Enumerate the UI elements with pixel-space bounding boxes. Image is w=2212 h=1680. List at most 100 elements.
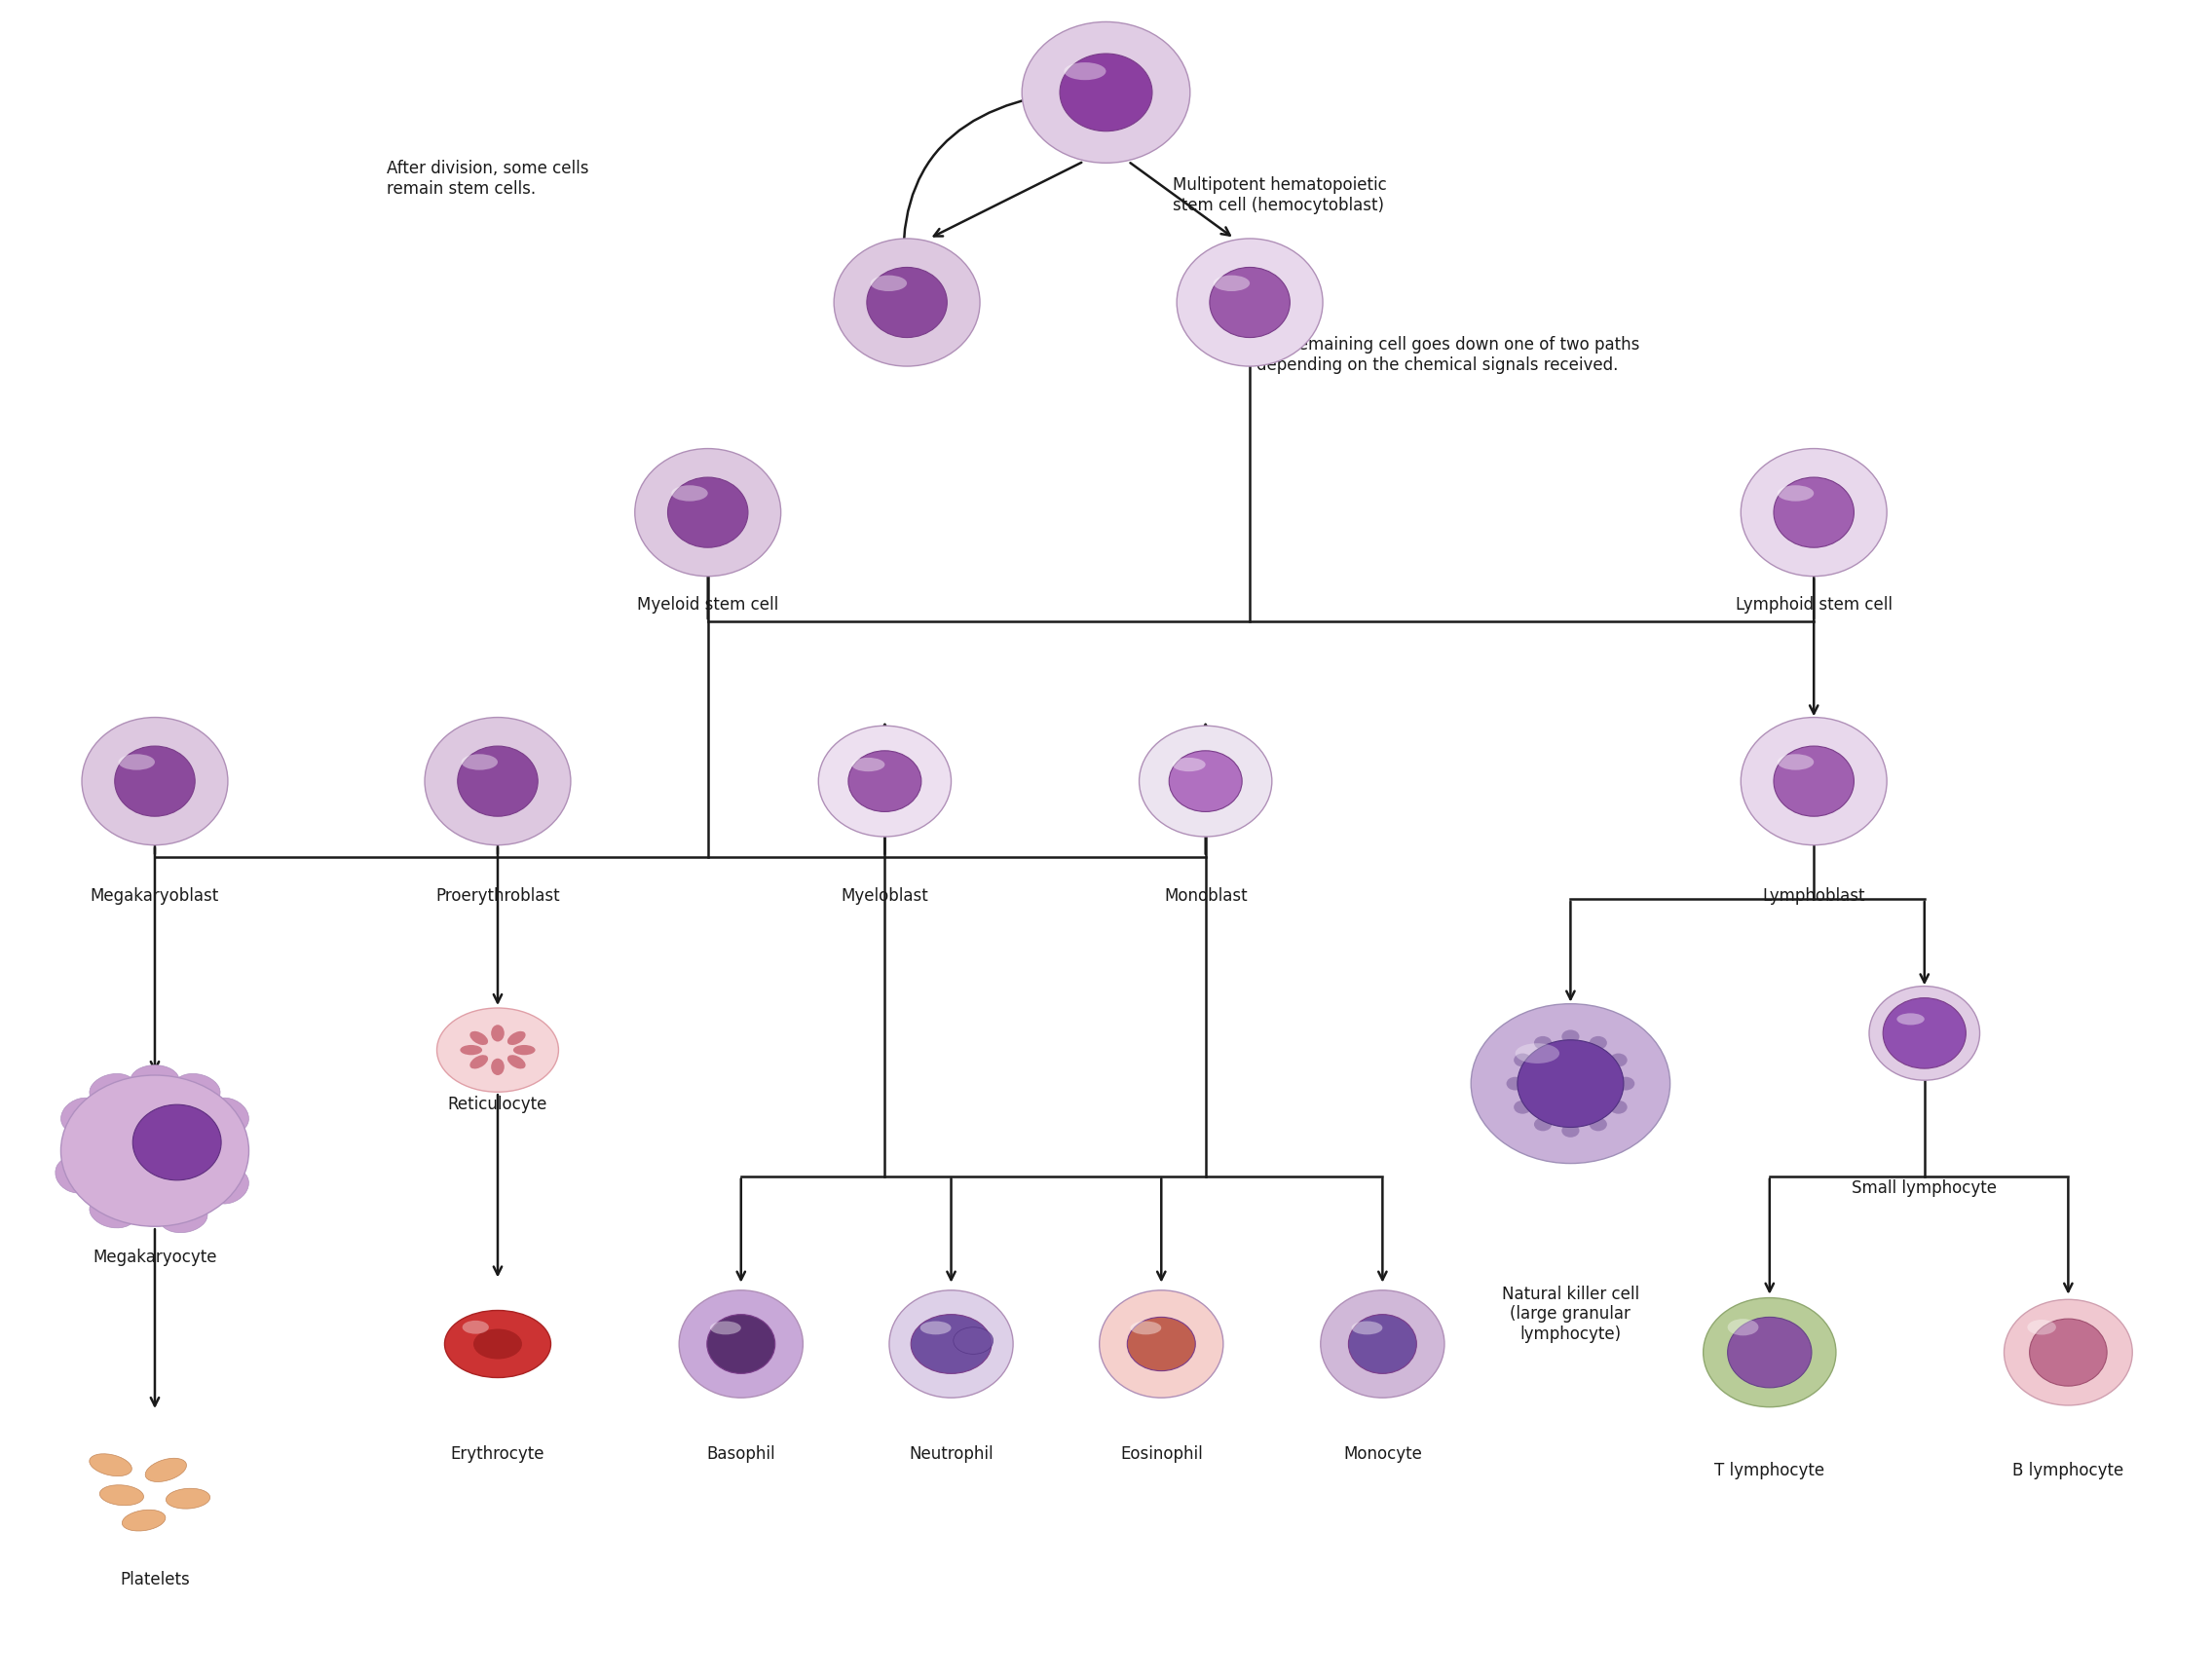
Ellipse shape bbox=[1562, 1030, 1579, 1043]
Ellipse shape bbox=[1869, 986, 1980, 1080]
Ellipse shape bbox=[491, 1058, 504, 1075]
Ellipse shape bbox=[469, 1032, 489, 1045]
Ellipse shape bbox=[1177, 239, 1323, 366]
Text: Megakaryocyte: Megakaryocyte bbox=[93, 1248, 217, 1265]
Ellipse shape bbox=[100, 1485, 144, 1505]
Ellipse shape bbox=[173, 1074, 221, 1105]
Ellipse shape bbox=[818, 726, 951, 837]
Ellipse shape bbox=[1168, 751, 1243, 811]
Ellipse shape bbox=[473, 1329, 522, 1359]
Ellipse shape bbox=[425, 717, 571, 845]
Ellipse shape bbox=[920, 1320, 951, 1334]
Ellipse shape bbox=[1774, 477, 1854, 548]
Ellipse shape bbox=[1617, 1077, 1635, 1090]
Ellipse shape bbox=[635, 449, 781, 576]
Text: Monoblast: Monoblast bbox=[1164, 887, 1248, 904]
Ellipse shape bbox=[458, 746, 538, 816]
Ellipse shape bbox=[869, 276, 907, 291]
Ellipse shape bbox=[62, 1075, 250, 1226]
Text: Basophil: Basophil bbox=[706, 1445, 776, 1462]
Ellipse shape bbox=[119, 754, 155, 769]
Text: Eosinophil: Eosinophil bbox=[1119, 1445, 1203, 1462]
Ellipse shape bbox=[1562, 1124, 1579, 1137]
Ellipse shape bbox=[1349, 1314, 1416, 1374]
Ellipse shape bbox=[710, 1320, 741, 1334]
Ellipse shape bbox=[1535, 1117, 1553, 1131]
Text: Proerythroblast: Proerythroblast bbox=[436, 887, 560, 904]
Text: Megakaryoblast: Megakaryoblast bbox=[91, 887, 219, 904]
Ellipse shape bbox=[1588, 1037, 1606, 1050]
Text: T lymphocyte: T lymphocyte bbox=[1714, 1462, 1825, 1478]
Ellipse shape bbox=[1515, 1043, 1559, 1063]
Text: Small lymphocyte: Small lymphocyte bbox=[1851, 1179, 1997, 1196]
Ellipse shape bbox=[469, 1055, 489, 1068]
Ellipse shape bbox=[445, 1310, 551, 1378]
Text: Neutrophil: Neutrophil bbox=[909, 1445, 993, 1462]
Ellipse shape bbox=[1130, 1320, 1161, 1334]
Text: After division, some cells
remain stem cells.: After division, some cells remain stem c… bbox=[387, 160, 588, 197]
Ellipse shape bbox=[1778, 754, 1814, 769]
Ellipse shape bbox=[133, 1105, 221, 1179]
Ellipse shape bbox=[1741, 717, 1887, 845]
Text: Multipotent hematopoietic
stem cell (hemocytoblast): Multipotent hematopoietic stem cell (hem… bbox=[1172, 176, 1387, 213]
Ellipse shape bbox=[708, 1314, 774, 1374]
Ellipse shape bbox=[1210, 267, 1290, 338]
Ellipse shape bbox=[1728, 1319, 1759, 1336]
Ellipse shape bbox=[1610, 1100, 1628, 1114]
Ellipse shape bbox=[668, 477, 748, 548]
Text: Lymphoblast: Lymphoblast bbox=[1763, 887, 1865, 904]
Ellipse shape bbox=[2031, 1319, 2106, 1386]
Ellipse shape bbox=[1513, 1053, 1531, 1067]
Ellipse shape bbox=[1060, 54, 1152, 131]
Ellipse shape bbox=[166, 1488, 210, 1509]
Ellipse shape bbox=[1022, 22, 1190, 163]
Ellipse shape bbox=[679, 1290, 803, 1398]
Text: Monocyte: Monocyte bbox=[1343, 1445, 1422, 1462]
Ellipse shape bbox=[672, 486, 708, 501]
Ellipse shape bbox=[834, 239, 980, 366]
Ellipse shape bbox=[88, 1074, 137, 1105]
Ellipse shape bbox=[460, 1045, 482, 1055]
Ellipse shape bbox=[1321, 1290, 1444, 1398]
Ellipse shape bbox=[1588, 1117, 1606, 1131]
Ellipse shape bbox=[1517, 1040, 1624, 1127]
Ellipse shape bbox=[1778, 486, 1814, 501]
Ellipse shape bbox=[206, 1168, 248, 1205]
Ellipse shape bbox=[122, 1510, 166, 1530]
Ellipse shape bbox=[1741, 449, 1887, 576]
Ellipse shape bbox=[507, 1032, 526, 1045]
Ellipse shape bbox=[513, 1045, 535, 1055]
Ellipse shape bbox=[953, 1327, 993, 1354]
Ellipse shape bbox=[849, 751, 922, 811]
Ellipse shape bbox=[1882, 998, 1966, 1068]
Ellipse shape bbox=[82, 717, 228, 845]
Ellipse shape bbox=[438, 1008, 557, 1092]
Ellipse shape bbox=[55, 1158, 97, 1193]
Ellipse shape bbox=[115, 746, 195, 816]
Ellipse shape bbox=[1128, 1317, 1194, 1371]
Ellipse shape bbox=[491, 1025, 504, 1042]
Ellipse shape bbox=[1728, 1317, 1812, 1388]
Ellipse shape bbox=[1352, 1320, 1382, 1334]
Text: Reticulocyte: Reticulocyte bbox=[447, 1095, 549, 1112]
Ellipse shape bbox=[62, 1097, 104, 1134]
Ellipse shape bbox=[867, 267, 947, 338]
Ellipse shape bbox=[1513, 1100, 1531, 1114]
Ellipse shape bbox=[1703, 1297, 1836, 1408]
Ellipse shape bbox=[889, 1290, 1013, 1398]
Ellipse shape bbox=[507, 1055, 526, 1068]
Ellipse shape bbox=[911, 1314, 991, 1374]
Ellipse shape bbox=[159, 1201, 208, 1233]
Ellipse shape bbox=[852, 758, 885, 771]
Ellipse shape bbox=[1506, 1077, 1524, 1090]
Ellipse shape bbox=[88, 1453, 133, 1477]
Ellipse shape bbox=[1139, 726, 1272, 837]
Text: Myeloblast: Myeloblast bbox=[841, 887, 929, 904]
Text: Platelets: Platelets bbox=[119, 1571, 190, 1588]
Ellipse shape bbox=[460, 754, 498, 769]
Ellipse shape bbox=[2004, 1300, 2132, 1404]
Ellipse shape bbox=[1535, 1037, 1553, 1050]
Ellipse shape bbox=[2028, 1320, 2057, 1334]
Ellipse shape bbox=[1898, 1013, 1924, 1025]
Text: Myeloid stem cell: Myeloid stem cell bbox=[637, 596, 779, 613]
